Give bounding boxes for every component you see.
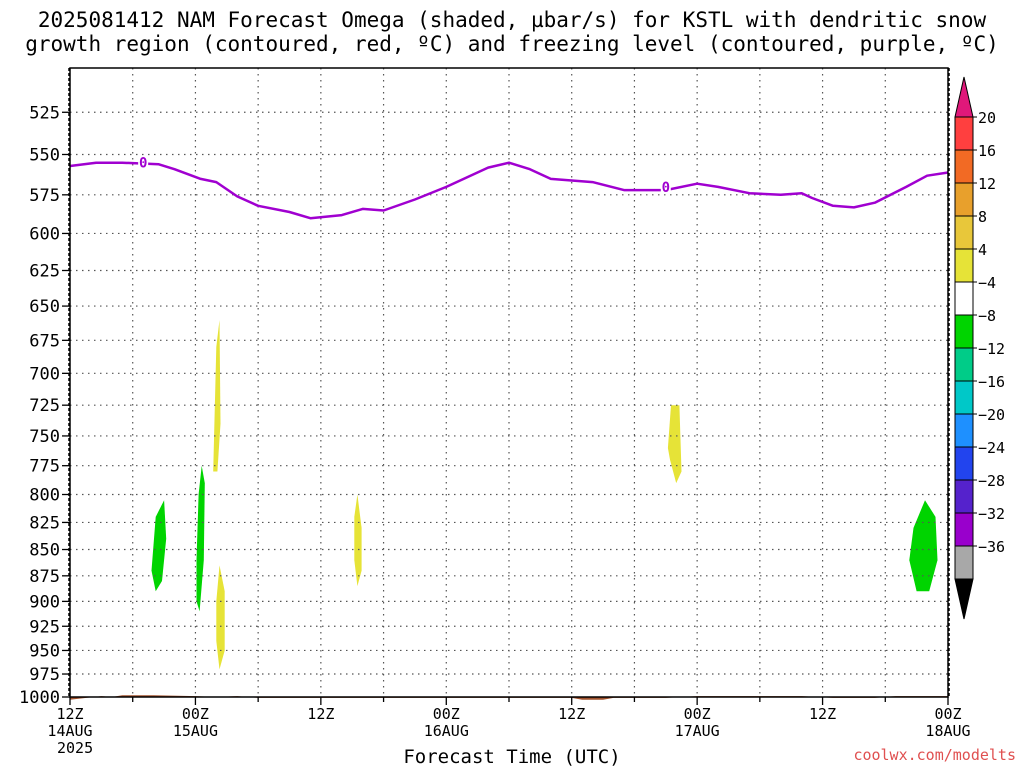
colorbar-swatch-13: [954, 545, 974, 580]
y-tick-label-575: 575: [29, 186, 60, 206]
x-tick-label-60-1: 00Z: [684, 705, 711, 723]
colorbar-swatch-10: [954, 446, 974, 481]
colorbar-swatch-0: [954, 116, 974, 151]
colorbar-label-2: 12: [978, 175, 996, 193]
y-tick-label-950: 950: [29, 641, 60, 661]
y-tick-label-825: 825: [29, 513, 60, 533]
credit-text: coolwx.com/modelts: [853, 746, 1016, 764]
y-tick-label-750: 750: [29, 427, 60, 447]
omega-region-9: [634, 503, 659, 641]
x-tick-label-48-1: 12Z: [558, 705, 585, 723]
grid-lines: [70, 68, 948, 697]
freezing-level-contour: 00: [69, 155, 949, 220]
y-tick-label-850: 850: [29, 541, 60, 561]
colorbar-label-8: −16: [978, 373, 1005, 391]
colorbar-label-12: −32: [978, 505, 1005, 523]
freezing-level-label-bg-0: [138, 155, 149, 170]
colorbar-label-10: −24: [978, 439, 1005, 457]
x-tick-label-60-2: 17AUG: [675, 722, 720, 740]
colorbar-swatch-12: [954, 512, 974, 547]
colorbar-label-6: −8: [978, 307, 996, 325]
y-tick-label-625: 625: [29, 261, 60, 281]
y-tick-label-550: 550: [29, 145, 60, 165]
colorbar-swatch-5: [954, 281, 974, 316]
omega-region-1: [151, 500, 167, 592]
colorbar-swatch-2: [954, 182, 974, 217]
colorbar-label-3: 8: [978, 208, 987, 226]
chart-title: 2025081412 NAM Forecast Omega (shaded, µ…: [0, 8, 1024, 56]
colorbar-label-13: −36: [978, 538, 1005, 556]
y-tick-label-1000: 1000: [19, 688, 60, 708]
colorbar-swatch-3: [954, 215, 974, 250]
x-tick-label-72-1: 12Z: [809, 705, 836, 723]
colorbar-swatch-11: [954, 479, 974, 514]
y-tick-label-875: 875: [29, 567, 60, 587]
colorbar-swatch-1: [954, 149, 974, 184]
colorbar-swatch-7: [954, 347, 974, 382]
colorbar-label-1: 16: [978, 142, 996, 160]
colorbar-top-arrow: [954, 76, 974, 118]
x-tick-label-24-1: 12Z: [307, 705, 334, 723]
omega-region-8: [667, 405, 682, 484]
omega-region-10: [678, 554, 706, 646]
x-tick-label-12-2: 15AUG: [173, 722, 218, 740]
freezing-level-label-bg-1: [660, 179, 671, 194]
x-tick-label-84-2: 18AUG: [925, 722, 970, 740]
colorbar: 20 16 12 8 4 −4 −8 −12 −16 −20 −24 −28 −32 −36: [954, 76, 1005, 620]
y-tick-label-725: 725: [29, 396, 60, 416]
colorbar-bottom-arrow: [954, 578, 974, 620]
omega-region-7: [402, 533, 438, 641]
axes: 525 550 575 600 625 650 675 700 725 750 775 800 825 8…: [19, 67, 971, 757]
x-tick-label-36-2: 16AUG: [424, 722, 469, 740]
x-tick-label-0-2: 14AUG: [47, 722, 92, 740]
omega-region-6: [354, 494, 362, 587]
chart-title-line-1: 2025081412 NAM Forecast Omega (shaded, µ…: [37, 8, 987, 32]
y-tick-label-975: 975: [29, 665, 60, 685]
y-tick-label-925: 925: [29, 617, 60, 637]
chart-title-line-2: growth region (contoured, red, ºC) and f…: [25, 32, 999, 56]
y-tick-label-525: 525: [29, 103, 60, 123]
x-tick-label-84-1: 00Z: [934, 705, 961, 723]
omega-region-4: [213, 319, 221, 472]
x-axis-label: Forecast Time (UTC): [403, 746, 621, 768]
colorbar-label-5: −4: [978, 274, 996, 292]
colorbar-swatch-9: [954, 413, 974, 448]
y-tick-label-650: 650: [29, 297, 60, 317]
colorbar-swatch-4: [954, 248, 974, 283]
colorbar-swatch-6: [954, 314, 974, 349]
colorbar-label-7: −12: [978, 340, 1005, 358]
x-tick-label-36-1: 00Z: [433, 705, 460, 723]
freezing-level-label-0: 0: [139, 156, 147, 172]
y-tick-label-775: 775: [29, 457, 60, 477]
omega-region-3: [196, 465, 205, 612]
y-tick-label-700: 700: [29, 364, 60, 384]
y-tick-label-675: 675: [29, 331, 60, 351]
colorbar-label-0: 20: [978, 109, 996, 127]
x-tick-label-12-1: 00Z: [182, 705, 209, 723]
colorbar-label-4: 4: [978, 241, 987, 259]
colorbar-label-9: −20: [978, 406, 1005, 424]
x-tick-label-0-1: 12Z: [56, 705, 83, 723]
freezing-level-label-1: 0: [662, 180, 670, 196]
colorbar-label-11: −28: [978, 472, 1005, 490]
plot-area: [70, 319, 948, 700]
y-tick-label-900: 900: [29, 592, 60, 612]
y-tick-label-800: 800: [29, 486, 60, 506]
x-tick-label-0-3: 2025: [57, 739, 93, 757]
omega-region-5: [216, 565, 225, 670]
freezing-level-line: [69, 161, 949, 220]
y-tick-label-600: 600: [29, 224, 60, 244]
colorbar-swatch-8: [954, 380, 974, 415]
